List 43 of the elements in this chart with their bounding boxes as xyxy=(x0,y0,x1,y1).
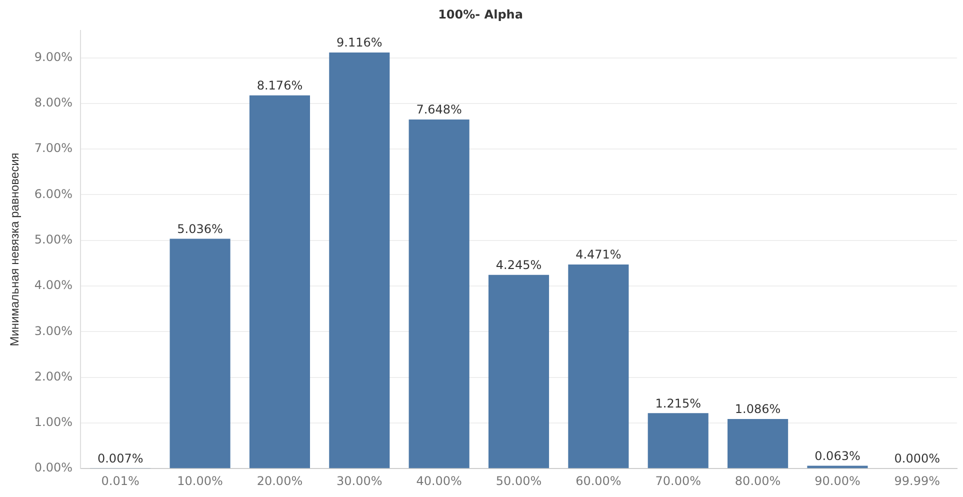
x-tick-label: 90.00% xyxy=(814,474,860,488)
bar xyxy=(488,274,550,468)
data-label: 0.063% xyxy=(814,448,860,463)
y-tick-label: 8.00% xyxy=(34,96,73,110)
x-tick-label: 10.00% xyxy=(177,474,223,488)
x-tick-label: 30.00% xyxy=(336,474,382,488)
bar xyxy=(728,419,788,468)
bar xyxy=(170,238,230,468)
data-label: 4.471% xyxy=(576,248,622,262)
y-tick-label: 9.00% xyxy=(34,50,73,64)
bar xyxy=(648,413,708,468)
x-tick-label: 50.00% xyxy=(496,474,542,488)
data-label: 1.086% xyxy=(734,402,781,416)
x-tick-label: 0.01% xyxy=(101,474,140,488)
data-label: 5.036% xyxy=(177,222,223,236)
data-label: 8.176% xyxy=(256,78,303,93)
data-label: 1.215% xyxy=(655,396,702,410)
data-label: 0.000% xyxy=(894,452,940,466)
y-tick-label: 2.00% xyxy=(34,369,73,384)
bar xyxy=(568,264,629,468)
data-label: 4.245% xyxy=(496,258,542,272)
y-tick-label: 1.00% xyxy=(34,415,73,430)
x-tick-label: 99.99% xyxy=(894,474,940,488)
y-tick-label: 7.00% xyxy=(34,141,73,156)
y-tick-label: 0.00% xyxy=(34,460,73,475)
x-tick-label: 60.00% xyxy=(576,474,622,488)
bar xyxy=(408,120,470,468)
y-tick-label: 4.00% xyxy=(34,278,73,292)
bar xyxy=(249,95,310,468)
bar xyxy=(329,52,390,468)
x-tick-label: 70.00% xyxy=(655,474,702,488)
chart-title: 100%- Alpha xyxy=(438,7,523,22)
data-label: 0.007% xyxy=(97,451,144,466)
x-tick-label: 40.00% xyxy=(416,474,462,488)
bar xyxy=(807,466,868,468)
x-tick-label: 80.00% xyxy=(734,474,781,488)
y-tick-label: 3.00% xyxy=(34,324,73,338)
y-axis-title: Минимальная невязка равновесия xyxy=(8,152,22,346)
y-tick-label: 5.00% xyxy=(34,232,73,246)
x-tick-label: 20.00% xyxy=(256,474,303,488)
y-tick-label: 6.00% xyxy=(34,186,73,201)
data-label: 7.648% xyxy=(416,102,462,117)
data-label: 9.116% xyxy=(336,36,382,50)
